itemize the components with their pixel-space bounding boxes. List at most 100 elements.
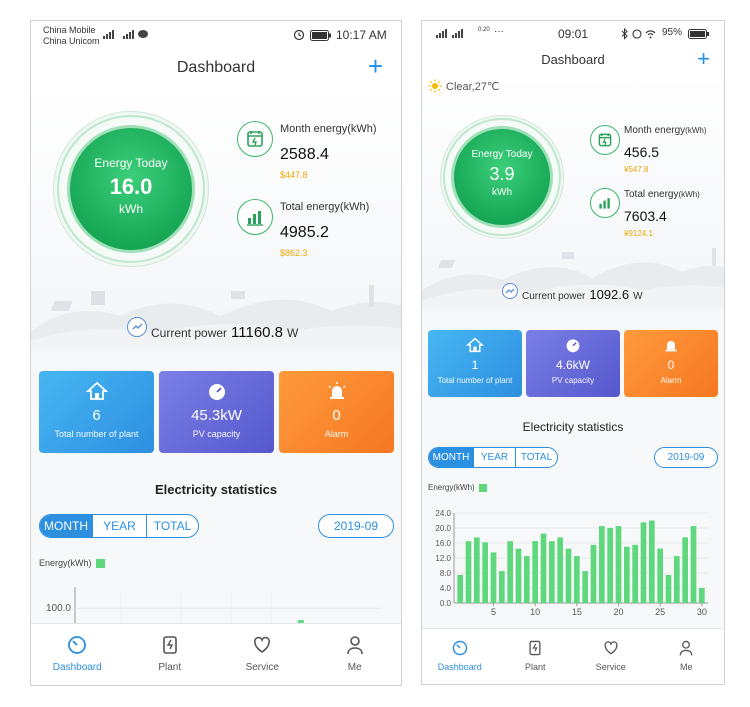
pv-capacity-label: PV capacity [551, 376, 595, 385]
total-energy-money: $862.3 [280, 248, 308, 258]
date-picker[interactable]: 2019-09 [654, 447, 718, 468]
tab-service[interactable]: Service [216, 624, 309, 685]
tab-service-label: Service [595, 662, 626, 672]
add-plus-icon[interactable]: + [697, 46, 710, 71]
energy-today-unit: kWh [119, 202, 143, 216]
legend-swatch [95, 558, 105, 568]
date-picker[interactable]: 2019-09 [318, 514, 394, 538]
tab-total[interactable]: TOTAL [515, 448, 557, 467]
month-energy-label: Month energy(kWh) [624, 125, 707, 136]
current-power-value: 1092.6 [589, 287, 630, 302]
energy-today-value: 3.9 [489, 164, 515, 184]
chart-bar [549, 541, 555, 603]
current-power-unit: W [633, 291, 643, 302]
card-plant-count[interactable]: 1 Total number of plant [428, 330, 522, 397]
person-icon [346, 636, 363, 655]
pv-capacity-label: PV capacity [192, 429, 241, 439]
power-gauge-icon [502, 283, 518, 299]
add-plus-icon[interactable]: + [367, 51, 383, 81]
tab-service[interactable]: Service [573, 629, 649, 684]
legend-label: Energy(kWh) [39, 558, 92, 568]
energy-today-value: 16.0 [109, 174, 153, 199]
card-pv-capacity[interactable]: 4.6kW PV capacity [526, 330, 620, 397]
tab-dashboard[interactable]: Dashboard [422, 629, 498, 684]
chart-bar [574, 556, 580, 603]
card-pv-capacity[interactable]: 45.3kW PV capacity [159, 371, 274, 453]
alarm-value: 0 [667, 358, 675, 372]
dashboard-icon [68, 636, 87, 654]
status-bar: 0.20 ··· 09:01 95% [422, 21, 724, 47]
total-energy-label: Total energy(kWh) [280, 201, 370, 213]
alarm-light-icon [665, 341, 677, 352]
current-power-label: Current power [151, 326, 228, 340]
weather-text: Clear,27℃ [446, 80, 500, 93]
energy-today-label: Energy Today [94, 156, 168, 170]
tab-plant-label: Plant [524, 662, 546, 672]
tab-plant[interactable]: Plant [124, 624, 217, 685]
total-energy-money: ¥9124.1 [624, 229, 653, 238]
tab-year[interactable]: YEAR [92, 515, 146, 537]
person-icon [679, 640, 693, 656]
heart-handshake-icon [604, 641, 618, 655]
heart-handshake-icon [254, 636, 271, 653]
plant-icon [162, 636, 177, 654]
tab-month[interactable]: MONTH [429, 448, 473, 467]
power-gauge-icon [127, 317, 147, 337]
phone-screen-left: China Mobile China Unicom 10:17 AM Dashb… [30, 20, 402, 686]
alarm-clock-icon [293, 29, 305, 41]
gauge-icon [208, 384, 225, 400]
tab-plant-label: Plant [158, 662, 182, 673]
month-energy-icon [590, 125, 620, 155]
tab-me[interactable]: Me [649, 629, 725, 684]
tab-dashboard[interactable]: Dashboard [31, 624, 124, 685]
tab-dashboard-label: Dashboard [52, 662, 102, 673]
current-power-value: 11160.8 [231, 324, 284, 341]
chart-bar [599, 526, 605, 603]
chart-bar [465, 541, 472, 603]
signal-icon [436, 29, 463, 38]
plant-icon [529, 640, 541, 656]
status-bar: China Mobile China Unicom 10:17 AM [31, 21, 401, 49]
status-time: 10:17 AM [336, 28, 387, 42]
page-title: Dashboard [176, 59, 256, 76]
alarm-value: 0 [332, 407, 341, 424]
more-dots-icon: ··· [494, 26, 504, 37]
chart-legend: Energy(kWh) [428, 483, 487, 492]
energy-today-disc[interactable]: Energy Today 3.9 kWh [451, 126, 553, 228]
x-tick-label: 25 [655, 607, 665, 617]
top-nav: Dashboard + [422, 47, 724, 75]
x-tick-label: 10 [530, 607, 540, 617]
hills-illustration [422, 248, 724, 310]
tab-total[interactable]: TOTAL [146, 515, 198, 537]
chart-bar [674, 556, 680, 603]
gauge-icon [566, 339, 580, 353]
card-plant-count[interactable]: 6 Total number of plant [39, 371, 154, 453]
battery-percent: 95% [662, 27, 683, 38]
chart-bar [499, 571, 505, 603]
chart-bar [657, 548, 663, 603]
tab-month[interactable]: MONTH [40, 515, 92, 537]
stats-title: Electricity statistics [154, 482, 278, 497]
energy-today-unit: kWh [492, 187, 512, 198]
x-tick-label: 5 [491, 607, 496, 617]
chart-bar [615, 526, 622, 603]
chart-bar [482, 542, 488, 603]
card-alarm[interactable]: 0 Alarm [279, 371, 394, 453]
weather-row: Clear,27℃ [428, 79, 499, 93]
carrier-2: China Unicom [43, 36, 100, 46]
y-tick-label: 16.0 [435, 539, 451, 548]
chart-bar [557, 537, 563, 603]
current-power-label: Current power [522, 291, 586, 302]
chart-legend: Energy(kWh) [39, 558, 105, 568]
tab-plant[interactable]: Plant [498, 629, 574, 684]
bottom-tab-bar: Dashboard Plant Service Me [31, 623, 401, 685]
energy-today-disc[interactable]: Energy Today 16.0 kWh [67, 125, 195, 253]
tab-me[interactable]: Me [309, 624, 402, 685]
tab-year[interactable]: YEAR [473, 448, 515, 467]
chart-bar [474, 537, 480, 603]
card-alarm[interactable]: 0 Alarm [624, 330, 718, 397]
alarm-label: Alarm [324, 429, 349, 439]
x-tick-label: 30 [697, 607, 707, 617]
plant-count-value: 6 [92, 407, 101, 424]
energy-today-label: Energy Today [471, 149, 533, 160]
